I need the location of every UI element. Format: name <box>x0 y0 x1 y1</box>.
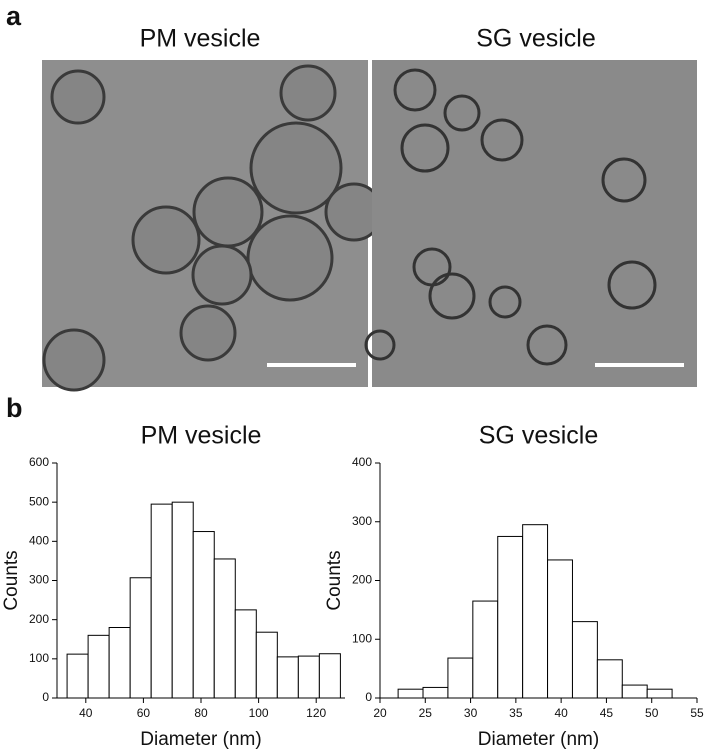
y-tick-label: 100 <box>29 651 49 665</box>
micrograph <box>42 60 384 392</box>
panel-label: b <box>6 393 23 423</box>
x-tick-label: 50 <box>645 706 659 720</box>
bar <box>646 688 673 699</box>
bar <box>621 684 648 699</box>
panel-label: a <box>6 1 22 31</box>
chart-title: SG vesicle <box>479 422 598 450</box>
y-tick-label: 300 <box>29 573 49 587</box>
y-tick-label: 400 <box>352 455 372 469</box>
image-title: PM vesicle <box>140 25 261 53</box>
bar <box>422 686 449 699</box>
y-tick-label: 500 <box>29 494 49 508</box>
y-axis-title: Counts <box>1 550 22 610</box>
x-tick-label: 60 <box>137 706 151 720</box>
x-tick-label: 80 <box>194 706 208 720</box>
x-tick-label: 120 <box>306 706 326 720</box>
x-tick-label: 25 <box>419 706 433 720</box>
bar <box>150 503 173 699</box>
bar <box>522 524 549 699</box>
bar <box>129 577 152 699</box>
y-tick-label: 300 <box>352 514 372 528</box>
bar <box>472 600 499 699</box>
x-tick-label: 45 <box>600 706 614 720</box>
x-tick-label: 30 <box>464 706 478 720</box>
x-axis-title: Diameter (nm) <box>478 729 599 750</box>
x-tick-label: 40 <box>79 706 93 720</box>
bar <box>596 659 623 699</box>
bar <box>318 653 341 699</box>
chart-title: PM vesicle <box>141 422 262 450</box>
y-tick-label: 600 <box>29 455 49 469</box>
bar <box>87 634 110 699</box>
micrograph <box>364 60 697 387</box>
x-axis-title: Diameter (nm) <box>140 729 261 750</box>
bar <box>497 535 524 699</box>
bar <box>66 653 89 699</box>
bar <box>234 609 257 699</box>
bar <box>108 627 131 699</box>
x-tick-label: 35 <box>509 706 523 720</box>
bar <box>297 655 320 699</box>
y-tick-label: 100 <box>352 631 372 645</box>
y-tick-label: 0 <box>42 690 49 704</box>
bar <box>171 501 194 699</box>
x-tick-label: 40 <box>554 706 568 720</box>
bar <box>255 631 278 699</box>
bar <box>571 621 598 699</box>
bar <box>397 688 424 699</box>
y-tick-label: 200 <box>352 573 372 587</box>
bar <box>213 558 236 699</box>
bar <box>547 559 573 699</box>
bar <box>192 531 215 699</box>
y-tick-label: 200 <box>29 612 49 626</box>
x-tick-label: 55 <box>690 706 704 720</box>
x-tick-label: 20 <box>373 706 387 720</box>
y-tick-label: 400 <box>29 534 49 548</box>
y-tick-label: 0 <box>365 690 372 704</box>
bar <box>276 656 299 699</box>
image-title: SG vesicle <box>476 25 595 53</box>
bar <box>447 657 474 699</box>
y-axis-title: Counts <box>324 550 345 610</box>
x-tick-label: 100 <box>249 706 269 720</box>
